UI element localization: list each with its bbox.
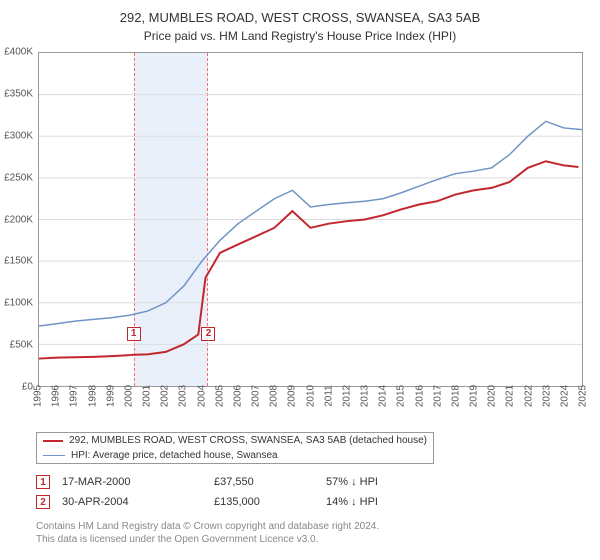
transaction-date: 30-APR-2004 [62, 496, 202, 508]
legend-row: 292, MUMBLES ROAD, WEST CROSS, SWANSEA, … [37, 433, 433, 448]
x-tick-label: 2003 [178, 385, 189, 407]
footer-attribution: Contains HM Land Registry data © Crown c… [36, 520, 576, 546]
series-property_price [39, 161, 578, 358]
chart-svg [39, 53, 582, 386]
x-tick-label: 2025 [578, 385, 589, 407]
footer-line: This data is licensed under the Open Gov… [36, 533, 576, 546]
chart-title-main: 292, MUMBLES ROAD, WEST CROSS, SWANSEA, … [0, 0, 600, 25]
x-tick-label: 2022 [523, 385, 534, 407]
x-tick-label: 2021 [505, 385, 516, 407]
x-tick-label: 2023 [541, 385, 552, 407]
x-tick-label: 2006 [232, 385, 243, 407]
legend-swatch [43, 440, 63, 442]
x-tick-label: 2011 [323, 385, 334, 407]
legend-label: HPI: Average price, detached house, Swan… [71, 450, 278, 461]
y-axis-labels: £0£50K£100K£150K£200K£250K£300K£350K£400… [0, 52, 36, 387]
transaction-table: 1 17-MAR-2000 £37,550 57% ↓ HPI 2 30-APR-2004… [36, 472, 576, 512]
x-tick-label: 2002 [160, 385, 171, 407]
x-tick-label: 2000 [123, 385, 134, 407]
transaction-price: £135,000 [214, 496, 314, 508]
y-tick-label: £100K [4, 298, 33, 309]
x-tick-label: 2008 [269, 385, 280, 407]
chart-marker-2: 2 [201, 327, 215, 341]
y-tick-label: £250K [4, 172, 33, 183]
x-tick-label: 2024 [559, 385, 570, 407]
y-tick-label: £0 [22, 382, 33, 393]
x-tick-label: 2014 [378, 385, 389, 407]
chart-title-sub: Price paid vs. HM Land Registry's House … [0, 25, 600, 43]
x-tick-label: 2020 [487, 385, 498, 407]
transaction-marker-icon: 2 [36, 495, 50, 509]
x-tick-label: 1996 [51, 385, 62, 407]
x-tick-label: 2015 [396, 385, 407, 407]
x-tick-label: 1998 [87, 385, 98, 407]
y-tick-label: £150K [4, 256, 33, 267]
footer-line: Contains HM Land Registry data © Crown c… [36, 520, 576, 533]
legend-row: HPI: Average price, detached house, Swan… [37, 448, 433, 463]
x-tick-label: 2009 [287, 385, 298, 407]
x-tick-label: 1999 [105, 385, 116, 407]
x-tick-label: 2001 [142, 385, 153, 407]
transaction-date: 17-MAR-2000 [62, 476, 202, 488]
transaction-price: £37,550 [214, 476, 314, 488]
x-tick-label: 2013 [360, 385, 371, 407]
transaction-marker-icon: 1 [36, 475, 50, 489]
y-tick-label: £400K [4, 47, 33, 58]
chart-container: 292, MUMBLES ROAD, WEST CROSS, SWANSEA, … [0, 0, 600, 560]
x-tick-label: 2004 [196, 385, 207, 407]
x-tick-label: 2010 [305, 385, 316, 407]
chart-plot-area: 12 [38, 52, 583, 387]
transaction-vs-hpi: 14% ↓ HPI [326, 496, 466, 508]
x-tick-label: 2017 [432, 385, 443, 407]
x-tick-label: 1995 [33, 385, 44, 407]
chart-marker-1: 1 [127, 327, 141, 341]
x-tick-label: 2018 [450, 385, 461, 407]
x-tick-label: 2019 [469, 385, 480, 407]
x-tick-label: 2007 [251, 385, 262, 407]
transaction-row: 2 30-APR-2004 £135,000 14% ↓ HPI [36, 492, 576, 512]
y-tick-label: £200K [4, 214, 33, 225]
x-tick-label: 2012 [341, 385, 352, 407]
y-tick-label: £50K [10, 340, 33, 351]
legend: 292, MUMBLES ROAD, WEST CROSS, SWANSEA, … [36, 432, 434, 464]
transaction-row: 1 17-MAR-2000 £37,550 57% ↓ HPI [36, 472, 576, 492]
x-tick-label: 2016 [414, 385, 425, 407]
x-axis-labels: 1995199619971998199920002001200220032004… [38, 390, 583, 426]
transaction-vs-hpi: 57% ↓ HPI [326, 476, 466, 488]
x-tick-label: 1997 [69, 385, 80, 407]
series-hpi_swansea [39, 121, 582, 326]
legend-label: 292, MUMBLES ROAD, WEST CROSS, SWANSEA, … [69, 435, 427, 446]
x-tick-label: 2005 [214, 385, 225, 407]
legend-swatch [43, 455, 65, 456]
y-tick-label: £300K [4, 130, 33, 141]
y-tick-label: £350K [4, 88, 33, 99]
